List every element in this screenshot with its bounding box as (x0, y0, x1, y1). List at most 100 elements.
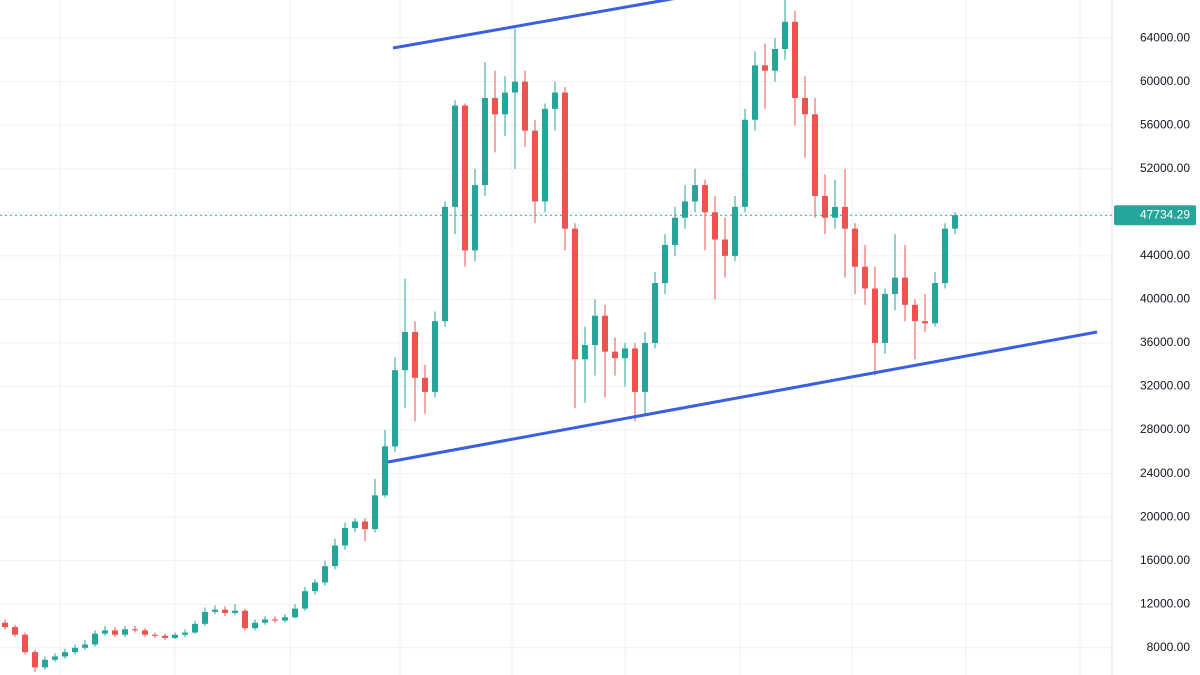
last-price-label: 47734.29 (1140, 207, 1190, 221)
candle-body (812, 114, 818, 196)
y-tick-label: 60000.00 (1140, 74, 1190, 88)
candle-body (602, 315, 608, 352)
candle-body (72, 647, 78, 653)
candle-body (882, 293, 888, 343)
candle-body (102, 630, 108, 634)
candle-body (422, 377, 428, 392)
candle-body (942, 228, 948, 284)
y-tick-label: 64000.00 (1140, 30, 1190, 44)
y-tick-label: 16000.00 (1140, 553, 1190, 567)
horizontal-grid (0, 37, 1112, 649)
candle-body (52, 656, 58, 660)
candle-body (622, 348, 628, 359)
candle-body (82, 644, 88, 648)
candle-body (142, 630, 148, 635)
candle-body (32, 652, 38, 668)
candle-body (12, 627, 18, 635)
candle-body (42, 659, 48, 668)
candle-body (852, 228, 858, 267)
candle-body (842, 206, 848, 229)
candle-body (192, 623, 198, 633)
candle-body (292, 608, 298, 618)
candle-body (832, 206, 838, 218)
candle-body (452, 105, 458, 207)
candle-body (472, 185, 478, 251)
candle-body (22, 634, 28, 653)
candle-body (302, 591, 308, 609)
y-tick-label: 52000.00 (1140, 161, 1190, 175)
candle-body (612, 351, 618, 359)
y-tick-label: 12000.00 (1140, 596, 1190, 610)
candle-body (872, 288, 878, 343)
candle-body (282, 617, 288, 621)
candle-body (682, 201, 688, 218)
y-tick-label: 24000.00 (1140, 466, 1190, 480)
candle-body (572, 228, 578, 360)
y-tick-label: 28000.00 (1140, 422, 1190, 436)
candle-body (332, 545, 338, 567)
candle-body (252, 622, 258, 629)
candle-body (492, 97, 498, 115)
candle-body (712, 212, 718, 240)
candle-body (512, 81, 518, 93)
candle-body (632, 348, 638, 392)
candle-body (172, 634, 178, 638)
candle-body (92, 633, 98, 645)
candle-body (912, 304, 918, 322)
candle-body (742, 119, 748, 207)
candle-body (822, 195, 828, 218)
candle-body (412, 332, 418, 378)
candle-body (312, 582, 318, 592)
candle-body (152, 634, 158, 636)
y-tick-label: 32000.00 (1140, 379, 1190, 393)
candle-body (262, 619, 268, 623)
candle-body (542, 108, 548, 202)
candle-body (272, 619, 278, 621)
candle-body (752, 65, 758, 120)
candle-body (362, 521, 368, 530)
candle-body (62, 652, 68, 657)
y-tick-label: 20000.00 (1140, 509, 1190, 523)
candle-body (802, 97, 808, 115)
y-tick-label: 36000.00 (1140, 335, 1190, 349)
candle-body (432, 321, 438, 392)
candle-body (112, 630, 118, 635)
candle-body (222, 609, 228, 613)
candle-body (702, 185, 708, 213)
candle-body (522, 81, 528, 131)
candle-body (212, 609, 218, 612)
candle-body (402, 332, 408, 371)
candle-body (202, 611, 208, 624)
candle-body (922, 321, 928, 324)
vertical-grid (59, 0, 1081, 675)
y-tick-label: 44000.00 (1140, 248, 1190, 262)
candle-body (672, 217, 678, 245)
candle-body (932, 283, 938, 324)
candle-body (382, 446, 388, 496)
candle-body (862, 266, 868, 289)
candle-body (392, 370, 398, 447)
candle-body (502, 92, 508, 115)
candle-body (762, 65, 768, 71)
candle-body (592, 315, 598, 346)
trend-line-upper (392, 0, 675, 50)
candle-body (792, 21, 798, 98)
candle-body (692, 185, 698, 202)
trend-line-lower (387, 330, 1098, 464)
candle-body (122, 629, 128, 635)
y-tick-label: 8000.00 (1147, 640, 1191, 654)
candle-body (162, 635, 168, 638)
candle-body (182, 632, 188, 635)
candle-body (722, 239, 728, 256)
candle-body (462, 105, 468, 251)
candle-body (442, 206, 448, 322)
candle-body (322, 566, 328, 583)
candle-body (652, 283, 658, 343)
candle-body (952, 215, 958, 229)
candle-body (782, 21, 788, 49)
candle-body (342, 528, 348, 546)
last-price-box (1114, 205, 1196, 226)
candle-body (582, 345, 588, 360)
